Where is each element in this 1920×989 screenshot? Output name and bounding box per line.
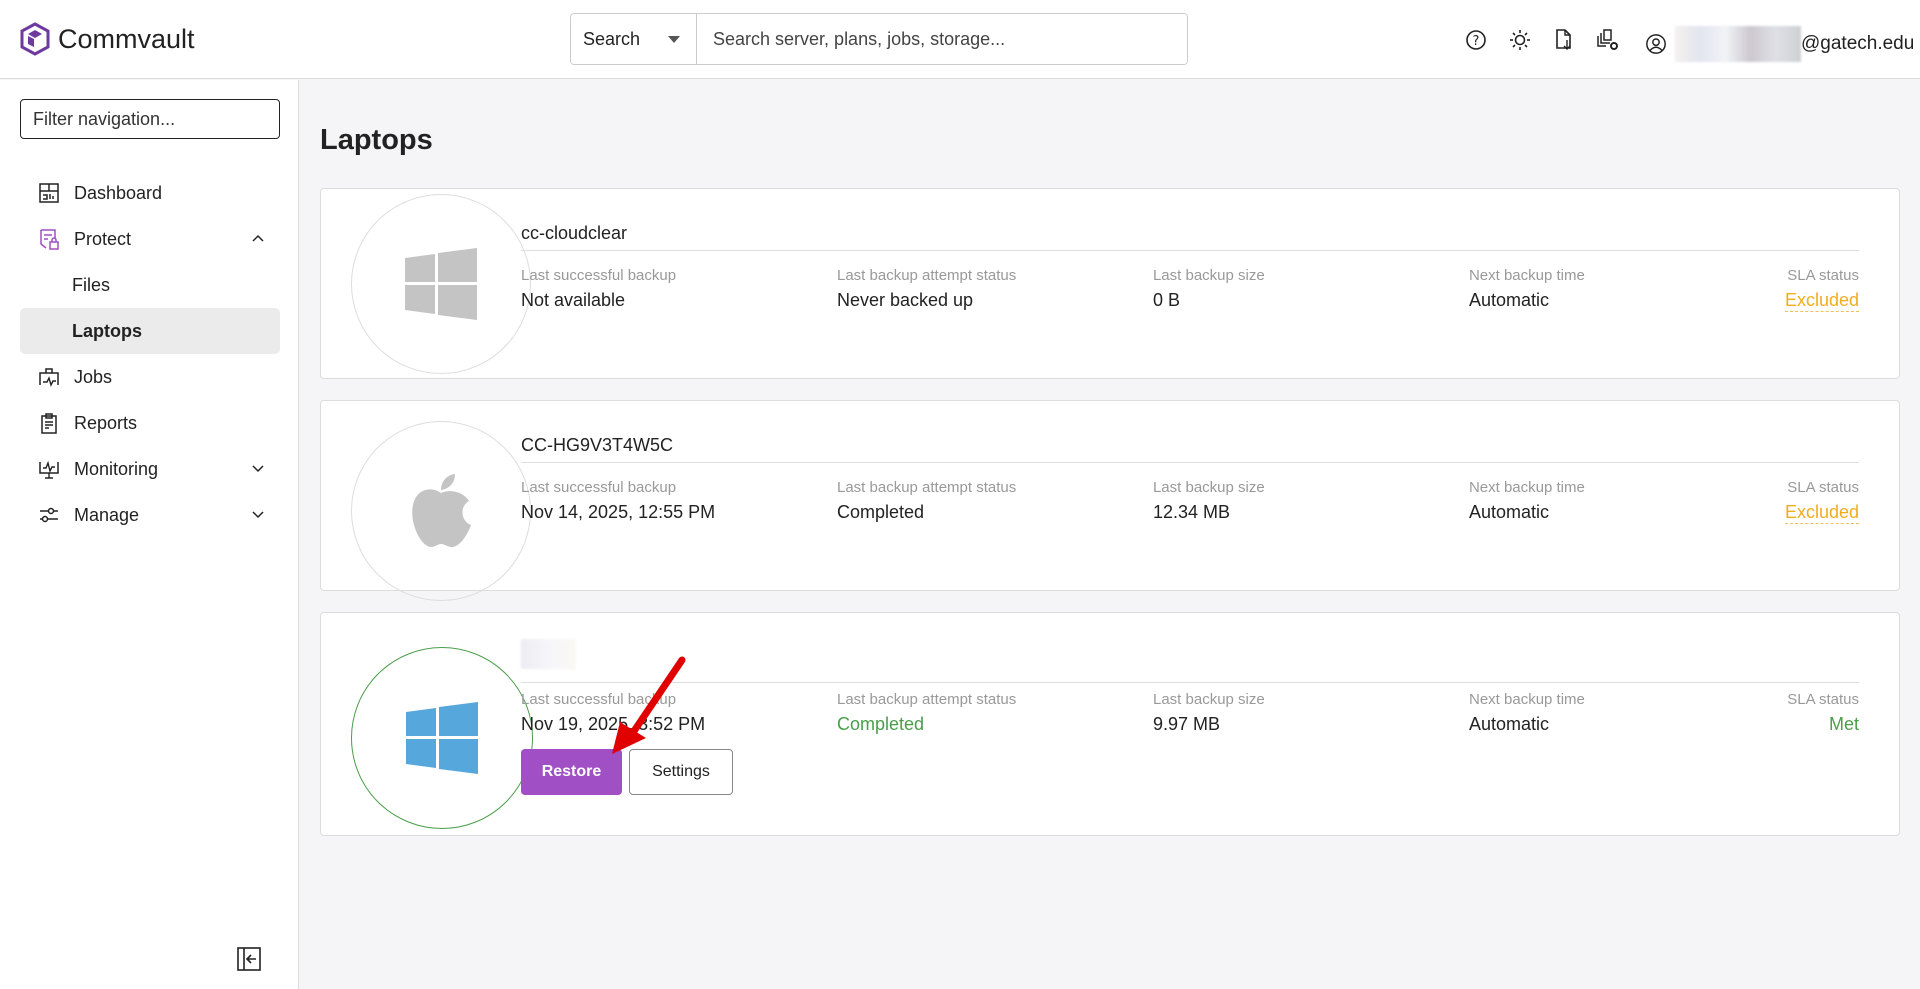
laptop-card: CC-HG9V3T4W5C Last successful backup Nov … <box>320 400 1900 601</box>
next-value: Automatic <box>1469 714 1550 734</box>
os-avatar <box>351 421 531 601</box>
page-title: Laptops <box>320 124 433 156</box>
sidebar-item-label: Monitoring <box>74 458 159 479</box>
jobs-icon <box>39 368 59 387</box>
sidebar-item-label: Reports <box>74 412 138 433</box>
sla-status-badge[interactable]: Met <box>1828 714 1859 734</box>
sidebar: Dashboard Protect Files Laptops Jobs Rep… <box>0 80 299 989</box>
laptop-card: Last successful backup Nov 19, 2025, 3:52… <box>320 612 1900 836</box>
sla-status-badge[interactable]: Excluded <box>1784 502 1859 524</box>
user-menu[interactable]: @gatech.edu <box>1645 26 1914 62</box>
label-last-success: Last successful backup <box>521 267 677 284</box>
monitoring-icon <box>39 460 59 479</box>
svg-text:?: ? <box>1473 34 1480 49</box>
size-value: 0 B <box>1152 290 1180 310</box>
next-value: Automatic <box>1468 290 1549 310</box>
label-attempt-status: Last backup attempt status <box>836 479 1017 496</box>
last-success-value: Not available <box>521 290 626 310</box>
help-icon[interactable]: ? <box>1464 28 1488 52</box>
nav-menu: Dashboard Protect Files Laptops Jobs Rep… <box>20 170 280 538</box>
attempt-status-value: Never backed up <box>836 290 974 310</box>
size-value: 9.97 MB <box>1153 714 1221 734</box>
theme-icon[interactable] <box>1508 28 1532 52</box>
size-value: 12.34 MB <box>1152 502 1231 522</box>
sidebar-item-protect[interactable]: Protect <box>20 216 280 262</box>
label-size: Last backup size <box>1152 479 1265 496</box>
laptop-card: cc-cloudclear Last successful backup Not … <box>320 188 1900 379</box>
sidebar-item-label: Jobs <box>74 366 113 387</box>
top-header: Commvault Search ? @gatech.edu <box>0 0 1920 79</box>
label-sla: SLA status <box>1787 691 1859 708</box>
protect-icon <box>40 229 59 250</box>
laptop-name[interactable]: CC-HG9V3T4W5C <box>521 435 1859 463</box>
settings-button[interactable]: Settings <box>629 749 733 795</box>
sidebar-item-dashboard[interactable]: Dashboard <box>20 170 280 216</box>
os-avatar <box>351 647 533 829</box>
next-value: Automatic <box>1468 502 1549 522</box>
label-next: Next backup time <box>1468 479 1585 496</box>
collapse-sidebar-icon[interactable] <box>236 946 262 972</box>
label-last-success: Last successful backup <box>521 691 677 708</box>
search-scope-label: Search <box>583 28 641 49</box>
chevron-down-icon[interactable] <box>250 506 266 522</box>
label-next: Next backup time <box>1468 267 1585 284</box>
label-last-success: Last successful backup <box>521 479 677 496</box>
redacted-laptop-name <box>521 639 576 669</box>
search-input[interactable] <box>697 14 1187 64</box>
sidebar-item-label: Manage <box>74 504 140 525</box>
chevron-down-icon[interactable] <box>250 460 266 476</box>
laptop-name[interactable]: cc-cloudclear <box>521 223 1859 251</box>
last-success-value: Nov 14, 2025, 12:55 PM <box>521 502 716 522</box>
sla-status-badge[interactable]: Excluded <box>1784 290 1859 312</box>
dashboard-icon <box>39 183 59 203</box>
label-next: Next backup time <box>1469 691 1585 708</box>
attempt-status-value: Completed <box>837 714 925 734</box>
settings-copies-icon[interactable] <box>1596 28 1620 52</box>
label-attempt-status: Last backup attempt status <box>837 691 1017 708</box>
sidebar-item-jobs[interactable]: Jobs <box>20 354 280 400</box>
attempt-status-value: Completed <box>836 502 925 522</box>
user-icon <box>1646 34 1666 54</box>
chevron-up-icon[interactable] <box>250 230 266 246</box>
label-attempt-status: Last backup attempt status <box>836 267 1017 284</box>
sidebar-item-manage[interactable]: Manage <box>20 492 280 538</box>
brand-name: Commvault <box>58 23 195 54</box>
commvault-logo-icon <box>20 22 50 56</box>
commvault-logo[interactable]: Commvault <box>20 22 195 56</box>
sidebar-item-label: Protect <box>74 228 132 249</box>
search-scope-select[interactable]: Search <box>571 14 697 64</box>
os-avatar <box>351 194 531 374</box>
sidebar-item-label: Dashboard <box>74 182 163 203</box>
manage-icon <box>40 507 58 523</box>
caret-down-icon <box>668 35 680 49</box>
reports-icon <box>41 413 57 434</box>
label-sla: SLA status <box>1787 479 1859 496</box>
label-sla: SLA status <box>1787 267 1859 284</box>
label-size: Last backup size <box>1153 691 1265 708</box>
sidebar-item-reports[interactable]: Reports <box>20 400 280 446</box>
filter-navigation-input[interactable] <box>20 99 280 139</box>
label-size: Last backup size <box>1152 267 1265 284</box>
laptop-name[interactable] <box>521 639 1859 683</box>
sidebar-item-monitoring[interactable]: Monitoring <box>20 446 280 492</box>
windows-icon <box>405 248 477 320</box>
sidebar-item-label: Laptops <box>72 320 142 341</box>
user-email-domain: @gatech.edu <box>1801 33 1915 54</box>
sidebar-item-files[interactable]: Files <box>20 262 280 308</box>
sidebar-item-label: Files <box>72 274 111 295</box>
windows-icon <box>406 702 478 774</box>
last-success-value: Nov 19, 2025, 3:52 PM <box>521 714 706 734</box>
download-report-icon[interactable] <box>1552 28 1576 52</box>
sidebar-item-laptops[interactable]: Laptops <box>20 308 280 354</box>
apple-icon <box>412 474 471 547</box>
redacted-username <box>1675 26 1801 62</box>
restore-button[interactable]: Restore <box>521 749 622 795</box>
global-search: Search <box>570 13 1188 65</box>
